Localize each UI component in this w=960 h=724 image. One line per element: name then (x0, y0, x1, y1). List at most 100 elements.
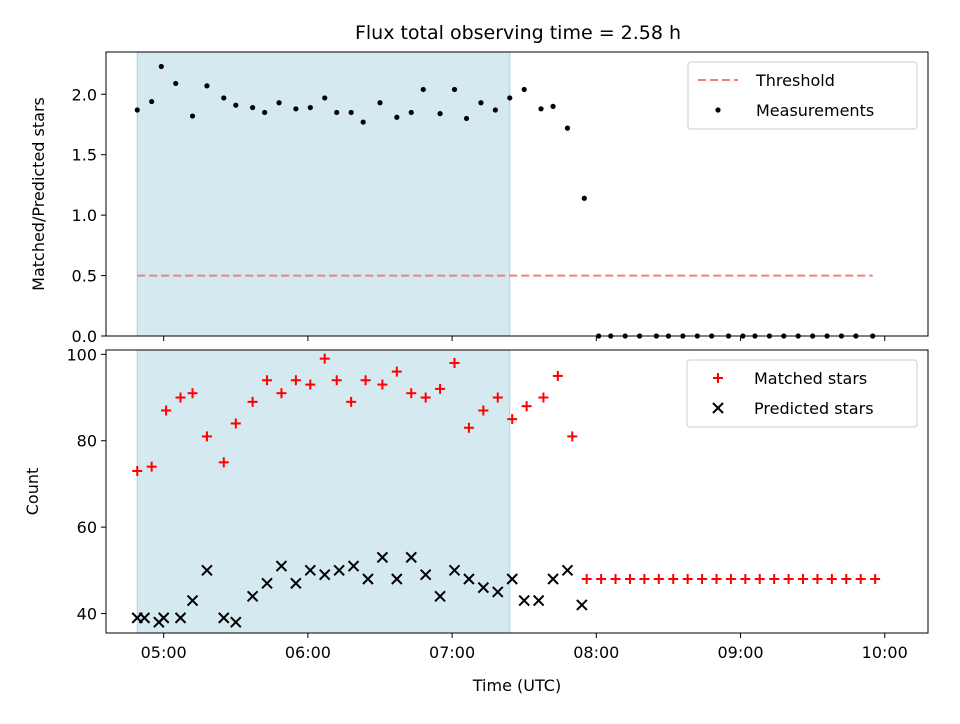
x-axis-label: Time (UTC) (472, 676, 561, 695)
measurement-point (322, 95, 328, 101)
matched-point (624, 573, 635, 584)
x-marker-b (576, 599, 588, 611)
measurement-point (360, 119, 366, 125)
x-marker-b (157, 612, 170, 624)
measurement-point (276, 100, 282, 106)
top-y-axis-label: Matched/Predicted stars (29, 97, 48, 291)
measurement-point (293, 106, 299, 112)
matched-point (346, 396, 357, 407)
measurement-point (307, 104, 313, 111)
matched-point (305, 379, 316, 390)
x-marker-b (201, 564, 213, 577)
predicted-point (275, 560, 288, 572)
predicted-point (532, 594, 545, 607)
measurement-point (377, 100, 383, 106)
bottom-legend: Matched stars Predicted stars (686, 359, 918, 428)
matched-point (463, 422, 474, 433)
top-axes-frame (105, 51, 929, 337)
bottom-y-axis-label: Count (23, 468, 42, 516)
matched-point (262, 375, 273, 386)
top-y-tick-label: 2.0 (72, 85, 97, 104)
predicted-point (362, 573, 374, 585)
predicted-point (290, 577, 302, 590)
chart-title: Flux total observing time = 2.58 h (355, 22, 681, 44)
matched-point (653, 573, 664, 584)
predicted-point (419, 568, 432, 581)
x-marker-b (448, 564, 461, 577)
matched-point (218, 457, 229, 468)
matched-point (783, 573, 794, 584)
x-marker-b (391, 573, 403, 585)
measurement-point (463, 115, 470, 122)
measurement-point (420, 86, 426, 93)
matched-point (132, 465, 143, 476)
matched-point (435, 383, 446, 394)
measurement-point (221, 95, 227, 101)
top-y-tick-label: 1.5 (72, 146, 97, 165)
matched-point (492, 392, 503, 403)
matched-point (682, 573, 693, 584)
matched-point (377, 379, 388, 390)
matched-point (581, 573, 592, 584)
matched-point (146, 461, 157, 472)
top-y-tick-label: 0.5 (72, 267, 97, 286)
matched-point (596, 573, 607, 584)
legend-measurements-swatch (715, 107, 721, 113)
measurement-point (233, 102, 239, 108)
x-marker-b (434, 590, 446, 602)
predicted-point (492, 586, 504, 598)
bottom-axes-frame (105, 349, 929, 634)
predicted-point (463, 573, 475, 585)
measurement-point (451, 86, 458, 93)
matched-point (521, 401, 532, 412)
x-tick-label: 09:00 (717, 643, 763, 662)
measurement-point (507, 95, 513, 101)
observing-window-shade-top (136, 51, 511, 337)
x-tick-label: 10:00 (862, 643, 908, 662)
top-legend-box (687, 61, 918, 130)
bottom-y-tick-label: 60 (77, 518, 97, 537)
matched-point (230, 418, 241, 429)
x-marker-b (230, 616, 242, 628)
legend-matched-label: Matched stars (754, 369, 867, 388)
predicted-point (547, 573, 559, 585)
matched-point (247, 396, 258, 407)
measurement-point (158, 63, 164, 70)
matched-point (855, 573, 866, 584)
matched-point (740, 573, 751, 584)
measurement-point (408, 109, 414, 116)
matched-point (175, 392, 186, 403)
matched-point (201, 431, 212, 442)
matched-point (187, 388, 198, 399)
measurement-point (538, 106, 544, 112)
observing-window-shade-bottom (136, 349, 511, 634)
x-marker-b (532, 594, 545, 607)
predicted-point (174, 612, 187, 624)
x-marker-b (362, 573, 374, 585)
predicted-point (157, 612, 170, 624)
bottom-y-tick-label: 100 (66, 345, 97, 364)
x-tick-label: 07:00 (429, 643, 475, 662)
legend-plus-marker (713, 373, 723, 383)
x-marker-b (492, 586, 504, 598)
measurement-point (564, 125, 571, 131)
matched-point (841, 573, 852, 584)
x-marker-b (261, 577, 273, 590)
predicted-point (405, 551, 417, 564)
predicted-point (186, 594, 199, 607)
x-marker-b (174, 612, 187, 624)
x-marker-b (333, 564, 345, 577)
matched-point (610, 573, 621, 584)
matched-point (290, 375, 301, 386)
predicted-point (448, 564, 461, 577)
matched-point (538, 392, 549, 403)
x-marker-b (712, 402, 724, 414)
measurement-point (521, 86, 527, 93)
x-marker-b (405, 551, 417, 564)
x-marker-b (186, 594, 199, 607)
predicted-point (138, 612, 151, 624)
measurement-point (581, 195, 587, 201)
matched-point (725, 573, 736, 584)
x-marker-b (347, 560, 360, 572)
x-marker-b (463, 573, 475, 585)
